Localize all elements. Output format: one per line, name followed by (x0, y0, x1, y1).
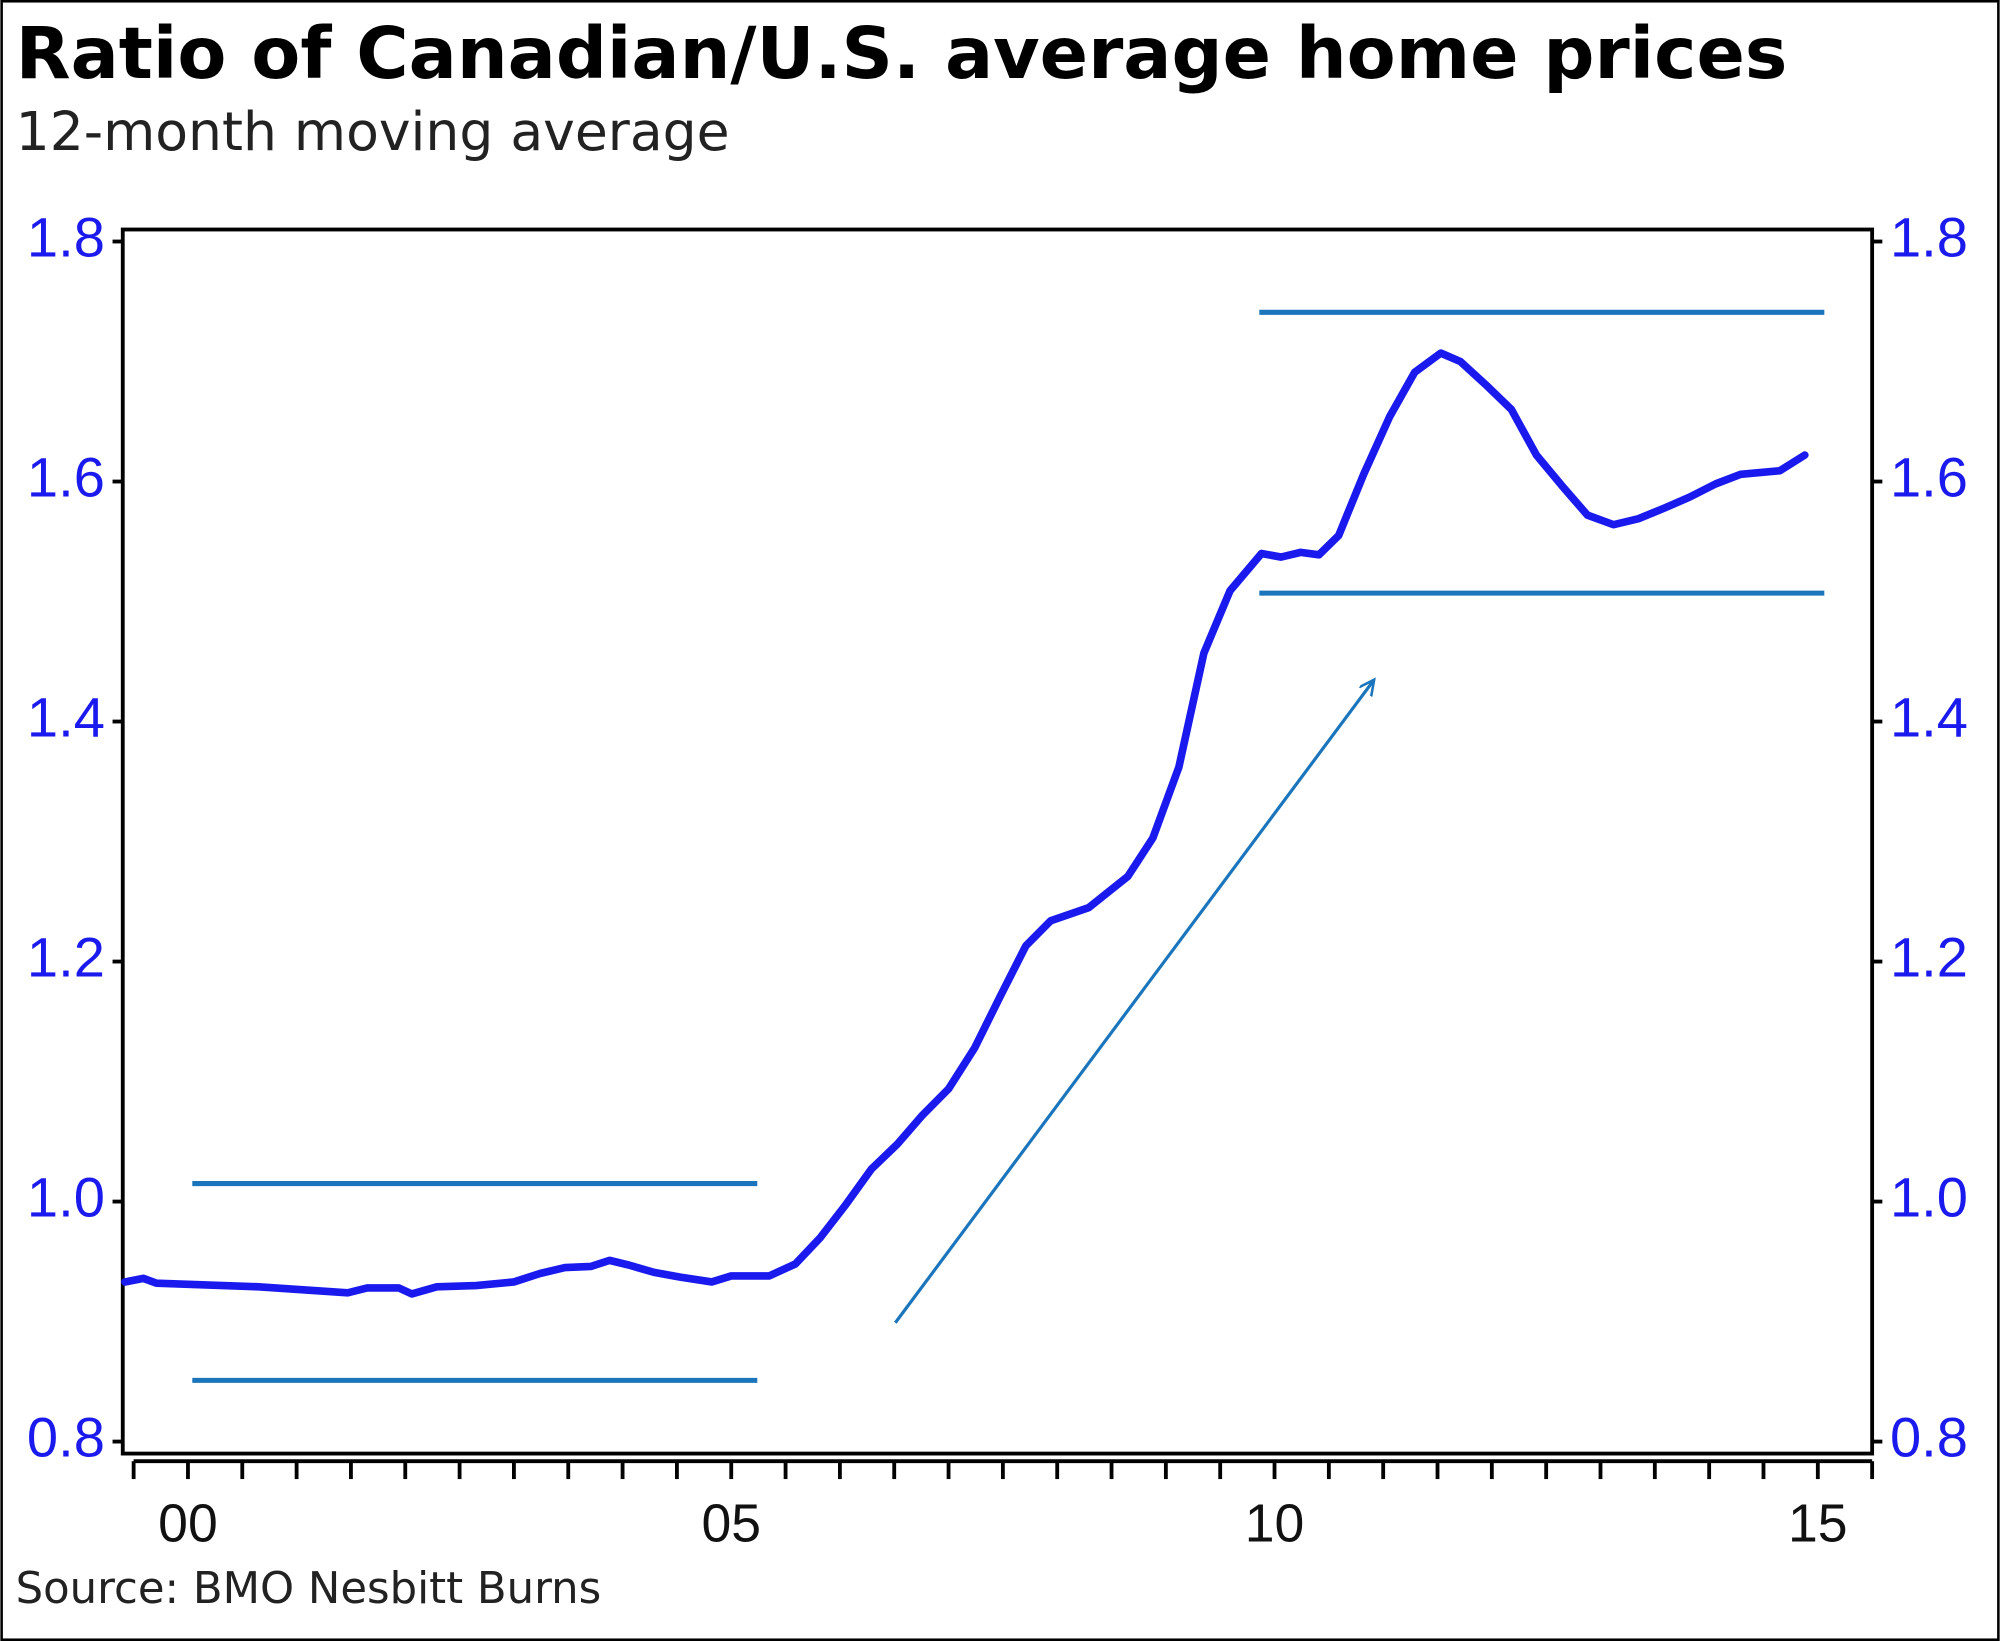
y-tick-label: 1.2 (27, 925, 105, 988)
y-tick-label: 1.0 (27, 1165, 105, 1228)
y2-tick-label: 1.6 (1890, 445, 1968, 508)
y2-tick-label: 1.0 (1890, 1165, 1968, 1228)
y-tick-label: 1.4 (27, 685, 105, 748)
y-tick-label: 1.8 (27, 205, 105, 268)
plot-area (120, 227, 1875, 1456)
y2-tick-label: 1.4 (1890, 685, 1968, 748)
y-tick-label: 0.8 (27, 1405, 105, 1468)
data-line (121, 349, 1809, 1298)
x-tick-label: 10 (1245, 1495, 1305, 1554)
x-tick-label: 05 (701, 1495, 761, 1554)
chart-title: Ratio of Canadian/U.S. average home pric… (16, 12, 1788, 95)
chart-subtitle: 12-month moving average (16, 100, 730, 163)
y2-tick-label: 1.8 (1890, 205, 1968, 268)
y2-tick-label: 0.8 (1890, 1405, 1968, 1468)
y2-tick-label: 1.2 (1890, 925, 1968, 988)
source: Source: BMO Nesbitt Burns (16, 1564, 602, 1614)
x-tick-label: 00 (158, 1495, 218, 1554)
y-tick-label: 1.6 (27, 445, 105, 508)
trend-arrow (894, 681, 1373, 1324)
x-tick-label: 15 (1788, 1495, 1848, 1554)
